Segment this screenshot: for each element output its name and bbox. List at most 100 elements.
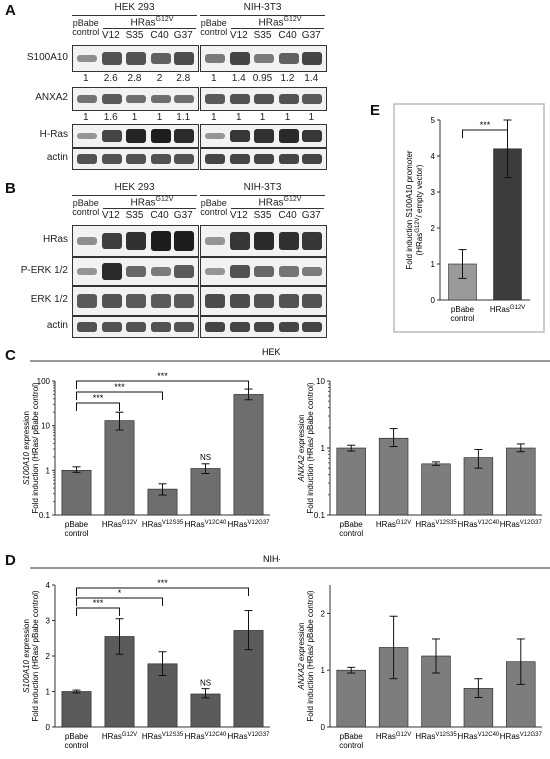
y-tick-label: 0.1 [314,511,326,520]
significance-bracket [76,402,120,411]
quant-value: 0.95 [252,73,273,84]
quant-value: 1 [235,112,242,123]
y-tick-label: 1 [46,466,51,475]
lane-label: control [200,207,228,217]
bar [61,691,92,728]
protein-band [76,294,97,308]
bar [61,470,92,516]
hras-rule [103,28,196,29]
lane-label: C40 [150,210,169,221]
blot-strip [200,124,327,148]
protein-band [101,93,122,105]
quant-value: 1 [210,112,217,123]
protein-band [174,294,195,308]
y-tick-label: 0 [321,723,326,732]
protein-band [174,154,195,164]
quant-value: 1.4 [231,73,246,84]
blot-strip [72,45,199,72]
tick-label: control [64,741,88,750]
panel-letter-a: A [5,2,16,19]
protein-band [278,93,299,105]
blot-strip [72,257,199,286]
protein-band [204,237,225,245]
quant-value: 2.6 [103,73,118,84]
y-axis-label-2: Fold induction (HRas/ pBabe control) [306,590,315,722]
protein-band [125,322,146,332]
protein-band [174,230,195,252]
y-tick-label: 4 [431,152,436,161]
y-tick-label: 0 [46,723,51,732]
y-tick-label: 2 [321,609,326,618]
lane-label: S35 [125,210,144,221]
y-axis-label: ANXA2 expression [297,622,306,690]
protein-band [101,294,122,308]
blot-row-label: ERK 1/2 [30,294,68,305]
protein-band [229,293,250,309]
blot-row-label: HRas [42,234,68,245]
protein-band [278,52,299,65]
protein-band [174,94,195,104]
lane-label: S35 [253,30,272,41]
tick-label: HRasV12G37 [500,520,543,529]
lane-label: C40 [150,30,169,41]
y-axis-label-2: (HRasG12V/ empty vector) [415,164,424,255]
chart-e: 0 1 2 3 4 5 Fold induction S100A10 promoter (HR… [393,103,545,333]
y-tick-label: 5 [431,116,436,125]
y-tick-label: 2 [46,652,51,661]
lane-label: G37 [301,210,321,221]
section-title: NIH-3T3 [263,554,280,564]
blot-row-label: actin [46,152,68,163]
protein-band [76,54,97,63]
quant-value: 2.8 [176,73,191,84]
panel-letter-e: E [370,102,381,119]
protein-band [278,153,299,165]
quant-value: 2.8 [127,73,142,84]
y-tick-label: 4 [46,581,51,590]
y-tick-label: 1 [431,260,436,269]
protein-band [150,52,171,65]
blot-row-label: P-ERK 1/2 [20,264,68,276]
protein-band [204,54,225,63]
quant-value: 1.4 [304,73,319,84]
cell-line-header: NIH-3T3 [243,182,282,193]
protein-band [76,267,97,276]
lane-label: G37 [173,210,193,221]
protein-band [278,129,299,143]
protein-band [302,153,323,165]
quant-value: 1 [210,73,217,84]
quant-value: 1 [259,112,266,123]
protein-band [253,153,274,165]
quant-value: 1.2 [280,73,295,84]
protein-band [174,322,195,332]
panel-letter-d: D [5,552,16,569]
protein-band [204,321,225,333]
protein-band [253,321,274,333]
protein-band [278,294,299,308]
blot-strip [200,225,327,257]
protein-band [204,153,225,165]
protein-band [229,93,250,105]
hras-rule [231,208,324,209]
lane-label: V12 [101,30,120,41]
blot-strip [72,316,199,338]
tick-label: HRasG12V [102,520,137,529]
significance-bracket [76,607,120,616]
y-tick-label: 1 [321,444,326,453]
protein-band [229,264,250,279]
y-tick-label: 10 [316,377,325,386]
lane-label: G37 [173,30,193,41]
tick-label: HRasG12V [102,732,137,741]
y-tick-label: 100 [37,377,51,386]
y-axis-label: S100A10 expression [22,619,31,693]
lane-label: pBabe [200,198,227,208]
y-tick-label: 3 [431,188,436,197]
y-axis-label-2: Fold induction (HRas/ pBabe control) [306,382,315,514]
protein-band [229,153,250,165]
tick-label: HRasG12V [376,732,411,741]
protein-band [253,294,274,308]
lane-label: S35 [253,210,272,221]
header-rule [72,195,197,196]
blot-row-label: actin [46,320,68,331]
y-tick-label: 1 [46,688,51,697]
